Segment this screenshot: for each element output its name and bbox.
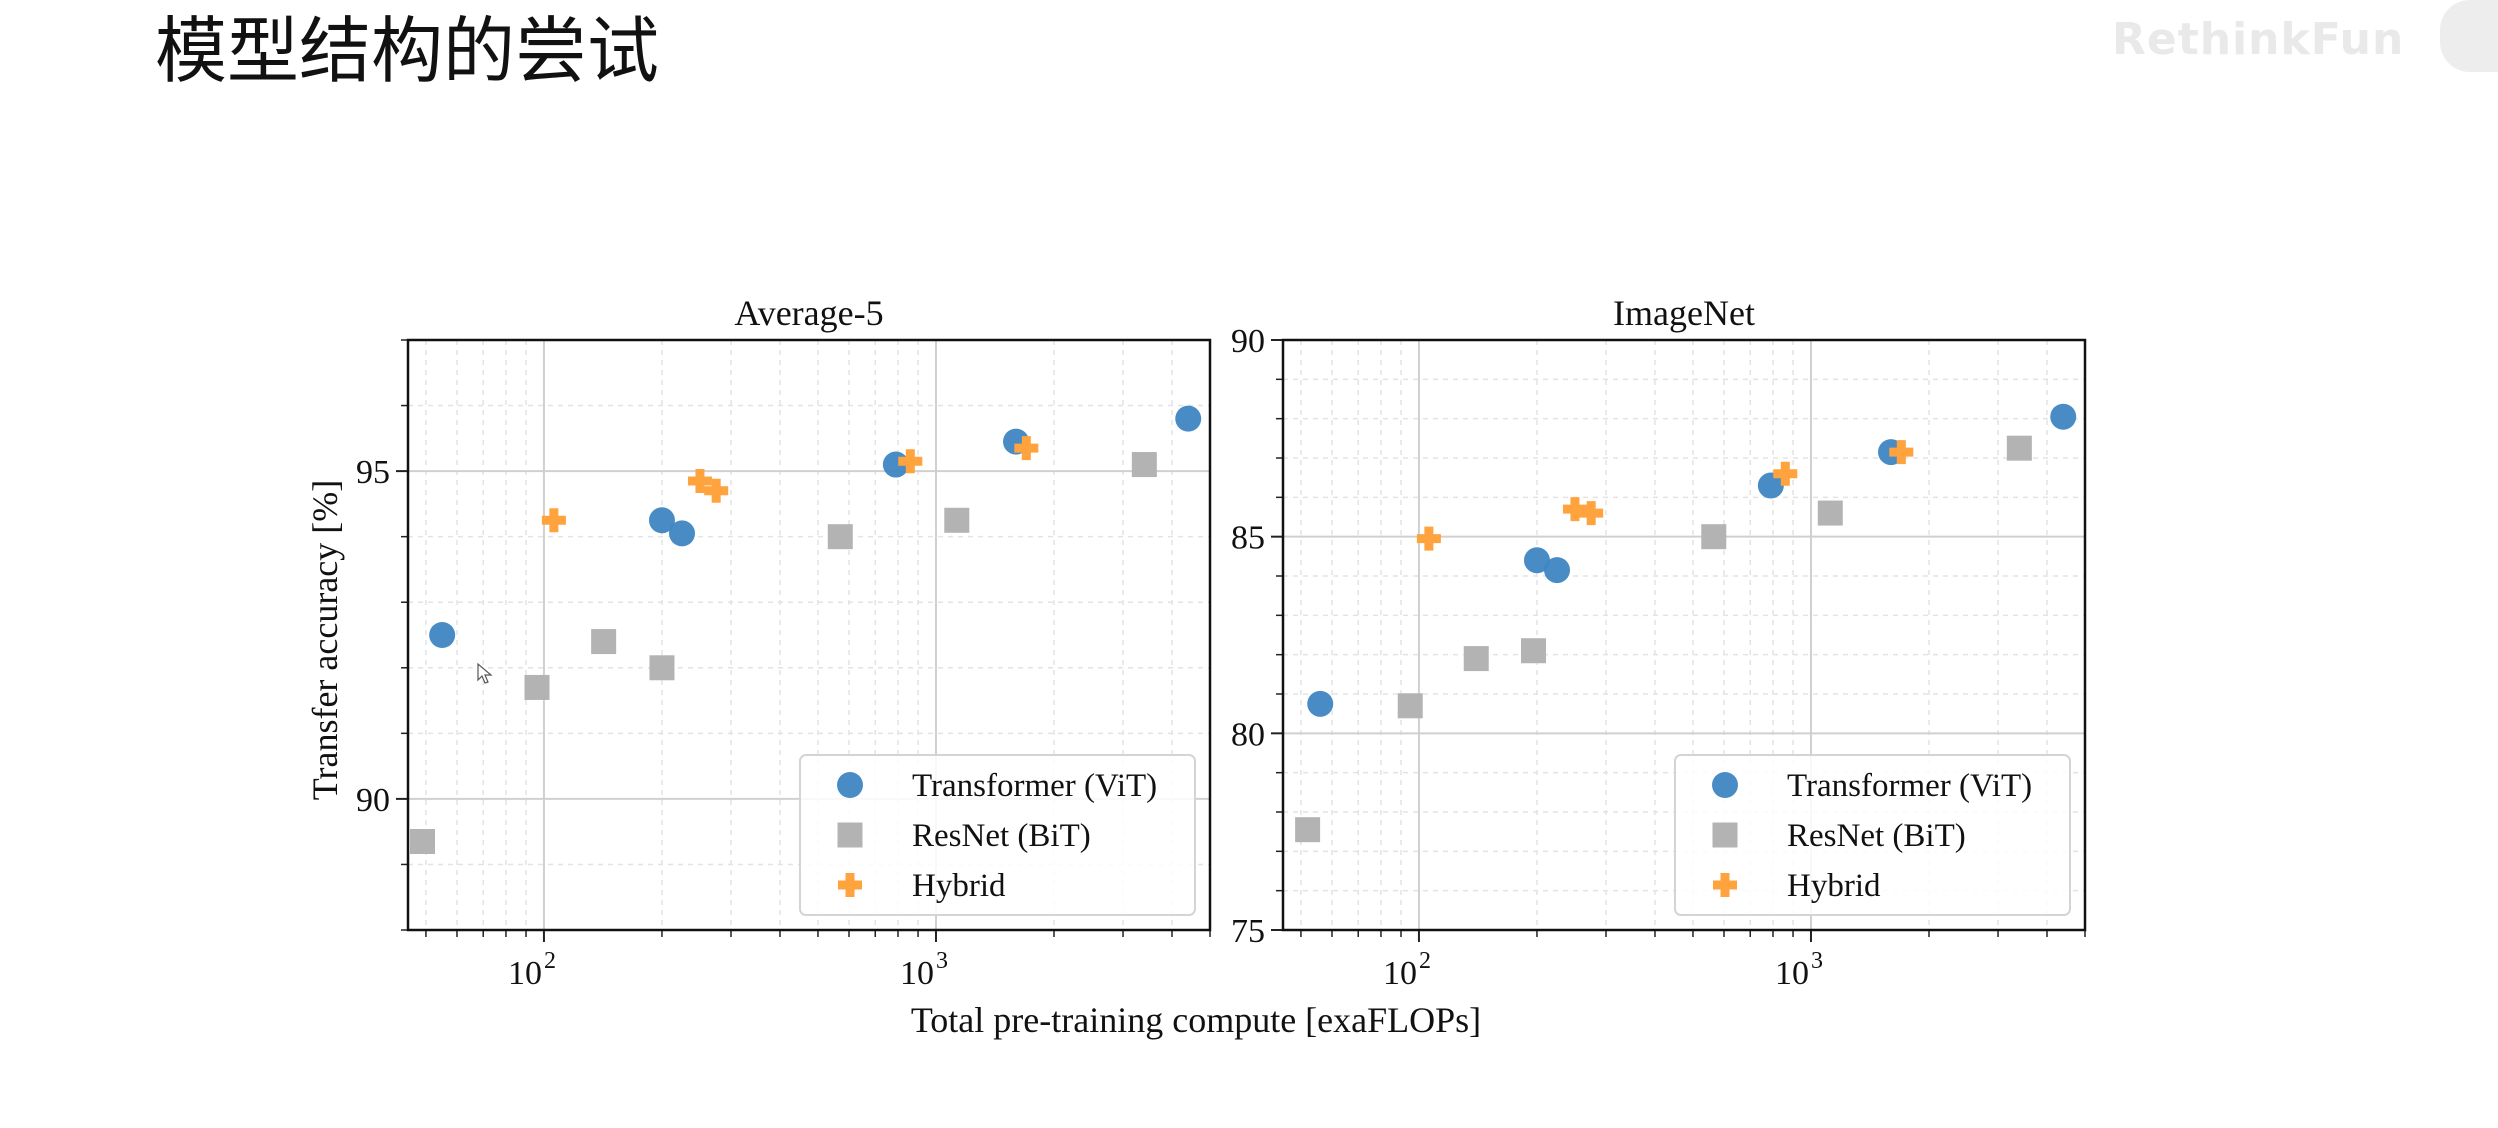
watermark-text: RethinkFun	[2112, 14, 2405, 65]
data-point-resnet-bit	[2006, 435, 2032, 461]
y-tick-label: 90	[1231, 323, 1265, 360]
x-tick-label-base: 10	[1383, 955, 1417, 992]
y-tick-label: 90	[356, 782, 390, 819]
x-tick-label-base: 10	[508, 955, 542, 992]
plot-frame	[1281, 338, 2087, 932]
legend-marker-resnet-bit-icon	[837, 822, 863, 848]
legend-marker-resnet-bit-icon	[1712, 822, 1738, 848]
data-point-resnet-bit	[1817, 500, 1843, 526]
data-point-resnet-bit	[1521, 638, 1547, 664]
data-point-transformer-vit	[429, 622, 456, 648]
data-point-resnet-bit	[524, 674, 550, 700]
data-point-resnet-bit	[1131, 452, 1157, 478]
data-point-hybrid	[1014, 436, 1039, 461]
x-tick-label-exponent: 3	[936, 948, 948, 974]
legend-marker-hybrid-icon	[838, 873, 862, 897]
y-tick-label: 95	[356, 454, 390, 491]
data-point-resnet-bit	[1295, 817, 1321, 843]
legend: Transformer (ViT) ResNet (BiT) Hybrid	[1674, 754, 2071, 916]
data-point-transformer-vit	[1544, 557, 1571, 584]
data-point-transformer-vit	[2050, 403, 2077, 430]
data-point-resnet-bit	[1463, 646, 1489, 672]
legend-label: Transformer (ViT)	[1787, 768, 2032, 804]
data-point-hybrid	[1562, 497, 1587, 522]
y-tick-label: 80	[1231, 716, 1265, 753]
legend-label: Hybrid	[912, 868, 1006, 904]
data-point-transformer-vit	[1523, 547, 1550, 574]
x-tick-label: 103	[900, 948, 948, 992]
x-tick-label: 102	[1383, 948, 1431, 992]
data-point-hybrid	[1416, 526, 1441, 551]
y-axis-label: Transfer accuracy [%]	[305, 480, 345, 801]
legend-box	[1674, 754, 2071, 916]
data-point-hybrid	[704, 478, 729, 503]
data-point-hybrid	[1773, 461, 1798, 486]
x-tick-label-exponent: 2	[544, 948, 556, 974]
slide-title: 模型结构的尝试	[155, 9, 660, 93]
data-point-hybrid	[1889, 440, 1914, 465]
data-point-resnet-bit	[1397, 693, 1423, 719]
chart-title: Average-5	[734, 293, 883, 333]
legend-marker-hybrid-icon	[1713, 873, 1737, 897]
data-point-resnet-bit	[1701, 524, 1727, 550]
legend-label: ResNet (BiT)	[912, 818, 1091, 854]
data-point-resnet-bit	[591, 629, 617, 655]
legend-label: ResNet (BiT)	[1787, 818, 1966, 854]
x-tick-label-base: 10	[900, 955, 934, 992]
legend-box	[799, 754, 1196, 916]
legend: Transformer (ViT) ResNet (BiT) Hybrid	[799, 754, 1196, 916]
x-tick-label-base: 10	[1775, 955, 1809, 992]
x-tick-label-exponent: 3	[1811, 948, 1823, 974]
data-point-transformer-vit	[648, 507, 675, 534]
mouse-cursor-icon	[477, 662, 493, 684]
chart-title: ImageNet	[1613, 293, 1755, 333]
x-tick-label: 102	[508, 948, 556, 992]
data-point-hybrid	[898, 449, 923, 474]
data-point-transformer-vit	[1175, 405, 1202, 432]
y-tick-label: 75	[1231, 913, 1265, 950]
data-point-resnet-bit	[649, 655, 675, 681]
data-point-transformer-vit	[1307, 690, 1334, 717]
data-point-hybrid	[687, 468, 712, 493]
x-axis-label: Total pre-training compute [exaFLOPs]	[911, 1000, 1481, 1040]
plot-frame	[406, 338, 1212, 932]
legend-label: Hybrid	[1787, 868, 1881, 904]
watermark-logo-icon	[2440, 0, 2498, 72]
y-tick-label: 85	[1231, 520, 1265, 557]
data-point-resnet-bit	[944, 507, 970, 533]
legend-label: Transformer (ViT)	[912, 768, 1157, 804]
x-tick-label-exponent: 2	[1419, 948, 1431, 974]
data-point-transformer-vit	[669, 520, 696, 547]
legend-marker-transformer-vit-icon	[1712, 772, 1738, 798]
data-point-hybrid	[541, 508, 566, 533]
data-point-resnet-bit	[827, 524, 853, 550]
x-tick-label: 103	[1775, 948, 1823, 992]
data-point-transformer-vit	[1757, 472, 1784, 499]
legend-marker-transformer-vit-icon	[837, 772, 863, 798]
data-point-hybrid	[1579, 501, 1604, 526]
data-point-resnet-bit	[409, 829, 435, 854]
